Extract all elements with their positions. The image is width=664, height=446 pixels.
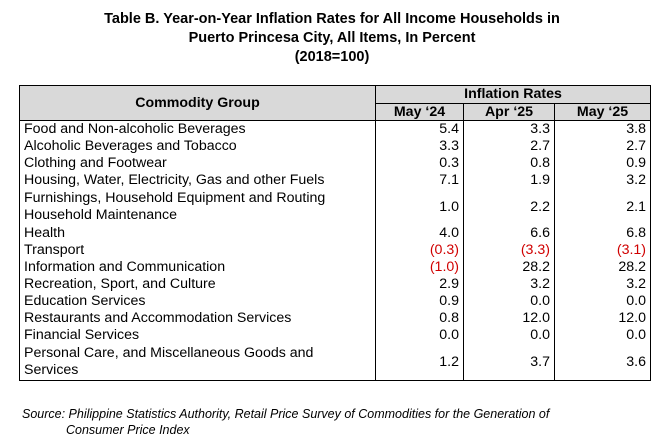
table-row: Recreation, Sport, and Culture 2.9 3.2 3.2 [19,276,652,293]
rate-cell: 2.9 [375,276,464,293]
title-line-2: Puerto Princesa City, All Items, In Perc… [188,30,476,46]
rate-cell: 3.3 [375,138,464,155]
rate-cell: 12.0 [463,310,555,327]
rate-cell: 3.2 [553,276,652,293]
commodity-name: Housing, Water, Electricity, Gas and oth… [19,172,376,189]
rate-cell: 1.0 [375,189,464,225]
table-row: Housing, Water, Electricity, Gas and oth… [19,172,652,189]
rate-cell: 3.3 [463,120,555,138]
inflation-table: Commodity Group Inflation Rates May ‘24 … [19,85,652,381]
table-row: Clothing and Footwear 0.3 0.8 0.9 [19,155,652,172]
table-row: Personal Care, and Miscellaneous Goods a… [19,344,652,381]
inflation-rates-header: Inflation Rates [374,85,652,104]
source-note: Source: Philippine Statistics Authority,… [22,406,549,438]
rate-cell: 5.4 [375,120,464,138]
title-line-1: Table B. Year-on-Year Inflation Rates fo… [104,11,560,27]
commodity-group-header: Commodity Group [19,85,376,121]
table-row: Food and Non-alcoholic Beverages 5.4 3.3 3.… [19,120,652,138]
rate-cell: 3.2 [553,172,652,189]
column-header-apr-25: Apr ‘25 [463,102,555,121]
rate-cell: (3.3) [463,242,555,259]
rate-cell: (3.1) [553,242,652,259]
commodity-name: Personal Care, and Miscellaneous Goods a… [19,344,376,381]
source-line-2: Consumer Price Index [66,423,190,437]
rate-cell: 0.0 [375,327,464,344]
rate-cell: 0.0 [463,293,555,310]
table-row: Financial Services 0.0 0.0 0.0 [19,327,652,344]
commodity-name: Alcoholic Beverages and Tobacco [19,138,376,155]
rate-cell: 1.9 [463,172,555,189]
rate-cell: 6.6 [463,225,555,242]
rate-cell: 3.7 [463,344,555,381]
rate-cell: 7.1 [375,172,464,189]
source-line-1: Source: Philippine Statistics Authority,… [22,407,550,421]
table-row: Restaurants and Accommodation Services 0.… [19,310,652,327]
commodity-name: Recreation, Sport, and Culture [19,276,376,293]
rate-cell: 0.0 [553,293,652,310]
commodity-name: Health [19,225,376,242]
rate-cell: 2.1 [553,189,652,225]
table-row: Furnishings, Household Equipment and Rou… [19,189,652,225]
rate-cell: 0.3 [375,155,464,172]
commodity-name: Furnishings, Household Equipment and Rou… [19,189,376,225]
table-row: Education Services 0.9 0.0 0.0 [19,293,652,310]
rate-cell: 1.2 [375,344,464,381]
rate-cell: 0.9 [553,155,652,172]
rate-cell: (1.0) [375,259,464,276]
rate-cell: 2.2 [463,189,555,225]
commodity-name: Food and Non-alcoholic Beverages [19,120,376,138]
column-header-may-25: May ‘25 [553,102,652,121]
rate-cell: 28.2 [553,259,652,276]
title-line-3: (2018=100) [294,49,370,65]
table-row: Transport (0.3) (3.3) (3.1) [19,242,652,259]
rate-cell: 0.9 [375,293,464,310]
table-row: Information and Communication (1.0) 28.2 28… [19,259,652,276]
table-row: Alcoholic Beverages and Tobacco 3.3 2.7 2.7 [19,138,652,155]
rate-cell: 4.0 [375,225,464,242]
commodity-name: Clothing and Footwear [19,155,376,172]
commodity-name: Education Services [19,293,376,310]
rate-cell: 3.8 [553,120,652,138]
rate-cell: (0.3) [375,242,464,259]
table-title: Table B. Year-on-Year Inflation Rates fo… [0,10,664,67]
commodity-name: Information and Communication [19,259,376,276]
rate-cell: 12.0 [553,310,652,327]
column-header-may-24: May ‘24 [375,102,464,121]
commodity-name: Restaurants and Accommodation Services [19,310,376,327]
rate-cell: 0.8 [375,310,464,327]
table-row: Health 4.0 6.6 6.8 [19,225,652,242]
rate-cell: 3.2 [463,276,555,293]
rate-cell: 6.8 [553,225,652,242]
rate-cell: 0.8 [463,155,555,172]
commodity-name: Transport [19,242,376,259]
rate-cell: 28.2 [463,259,555,276]
rate-cell: 0.0 [463,327,555,344]
rate-cell: 2.7 [463,138,555,155]
rate-cell: 2.7 [553,138,652,155]
rate-cell: 0.0 [553,327,652,344]
commodity-name: Financial Services [19,327,376,344]
rate-cell: 3.6 [553,344,652,381]
table-body: Food and Non-alcoholic Beverages 5.4 3.3 3.… [19,120,652,381]
